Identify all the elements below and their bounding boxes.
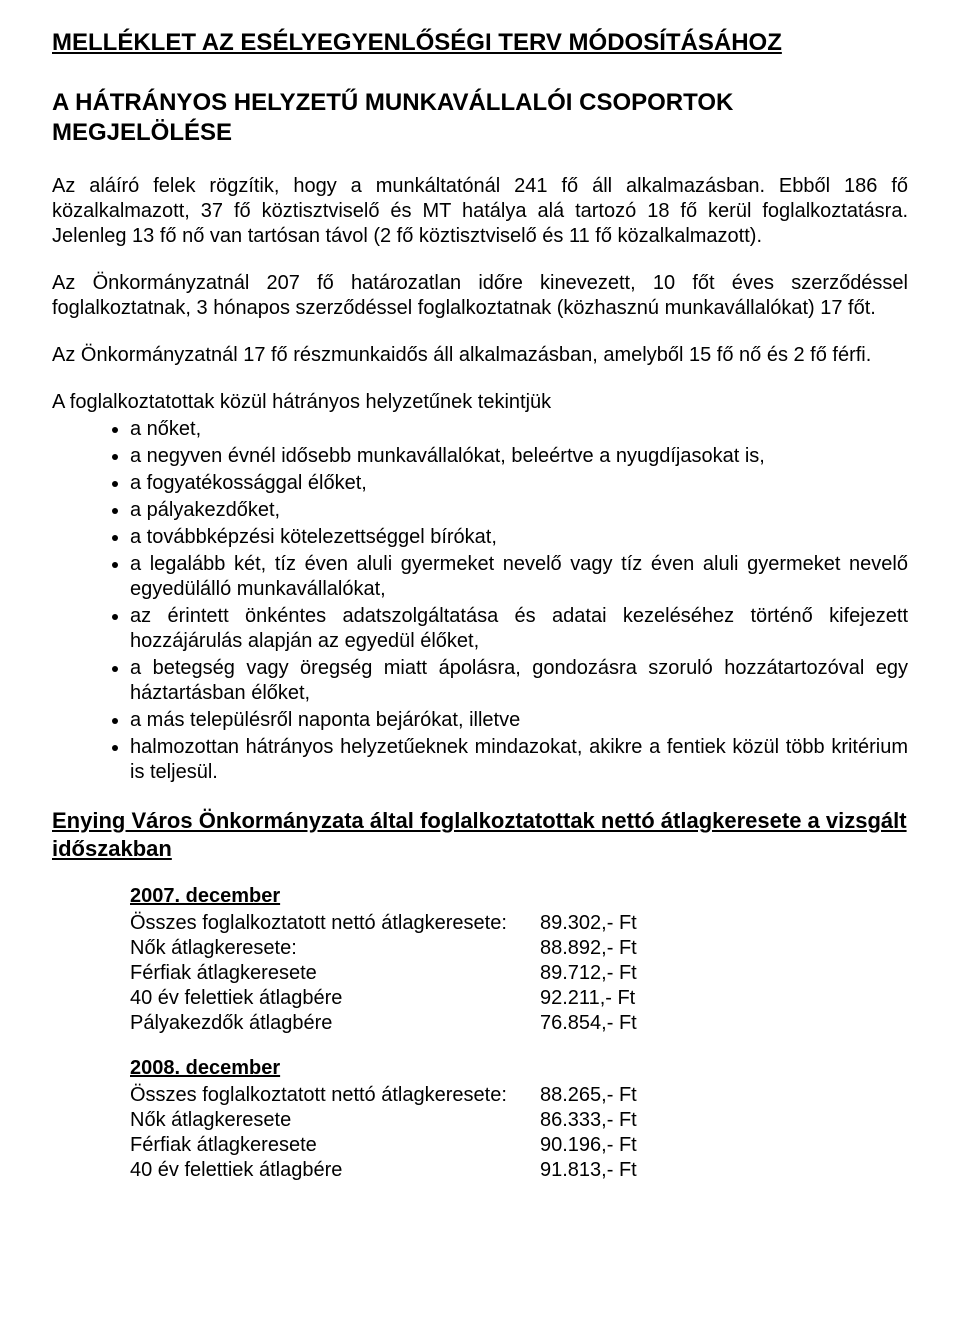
row-value: 91.813,- Ft: [540, 1158, 637, 1183]
table-row: Férfiak átlagkeresete 90.196,- Ft: [130, 1133, 908, 1158]
period-label: 2008. december: [130, 1056, 908, 1081]
row-label: 40 év felettiek átlagbére: [130, 986, 540, 1011]
row-value: 88.892,- Ft: [540, 936, 637, 961]
paragraph-1: Az aláíró felek rögzítik, hogy a munkált…: [52, 174, 908, 249]
period-block-2008: 2008. december Összes foglalkoztatott ne…: [130, 1056, 908, 1183]
list-item: a fogyatékossággal élőket,: [130, 471, 908, 496]
table-row: Nők átlagkeresete 86.333,- Ft: [130, 1108, 908, 1133]
table-row: 40 év felettiek átlagbére 92.211,- Ft: [130, 986, 908, 1011]
list-item: a negyven évnél idősebb munkavállalókat,…: [130, 444, 908, 469]
row-label: Pályakezdők átlagbére: [130, 1011, 540, 1036]
row-value: 88.265,- Ft: [540, 1083, 637, 1108]
list-item: az érintett önkéntes adatszolgáltatása é…: [130, 604, 908, 654]
row-value: 92.211,- Ft: [540, 986, 635, 1011]
table-row: Összes foglalkoztatott nettó átlagkerese…: [130, 1083, 908, 1108]
list-item: a legalább két, tíz éven aluli gyermeket…: [130, 552, 908, 602]
table-row: Pályakezdők átlagbére 76.854,- Ft: [130, 1011, 908, 1036]
document-subtitle: A HÁTRÁNYOS HELYZETŰ MUNKAVÁLLALÓI CSOPO…: [52, 88, 908, 148]
list-item: halmozottan hátrányos helyzetűeknek mind…: [130, 735, 908, 785]
list-item: a nőket,: [130, 417, 908, 442]
list-item: a továbbképzési kötelezettséggel bírókat…: [130, 525, 908, 550]
row-label: Nők átlagkeresete: [130, 1108, 540, 1133]
row-label: Férfiak átlagkeresete: [130, 1133, 540, 1158]
list-item: a más településről naponta bejárókat, il…: [130, 708, 908, 733]
period-label: 2007. december: [130, 884, 908, 909]
row-value: 89.712,- Ft: [540, 961, 637, 986]
row-label: 40 év felettiek átlagbére: [130, 1158, 540, 1183]
paragraph-3: Az Önkormányzatnál 17 fő részmunkaidős á…: [52, 343, 908, 368]
list-item: a pályakezdőket,: [130, 498, 908, 523]
table-row: Férfiak átlagkeresete 89.712,- Ft: [130, 961, 908, 986]
table-row: Összes foglalkoztatott nettó átlagkerese…: [130, 911, 908, 936]
row-value: 89.302,- Ft: [540, 911, 637, 936]
row-value: 86.333,- Ft: [540, 1108, 637, 1133]
row-label: Összes foglalkoztatott nettó átlagkerese…: [130, 1083, 540, 1108]
row-label: Férfiak átlagkeresete: [130, 961, 540, 986]
paragraph-2: Az Önkormányzatnál 207 fő határozatlan i…: [52, 271, 908, 321]
section-heading: Enying Város Önkormányzata által foglalk…: [52, 807, 908, 862]
document-title: MELLÉKLET AZ ESÉLYEGYENLŐSÉGI TERV MÓDOS…: [52, 28, 908, 58]
list-item: a betegség vagy öregség miatt ápolásra, …: [130, 656, 908, 706]
row-label: Összes foglalkoztatott nettó átlagkerese…: [130, 911, 540, 936]
row-label: Nők átlagkeresete:: [130, 936, 540, 961]
list-intro: A foglalkoztatottak közül hátrányos hely…: [52, 390, 908, 415]
row-value: 76.854,- Ft: [540, 1011, 637, 1036]
row-value: 90.196,- Ft: [540, 1133, 637, 1158]
period-block-2007: 2007. december Összes foglalkoztatott ne…: [130, 884, 908, 1036]
table-row: Nők átlagkeresete: 88.892,- Ft: [130, 936, 908, 961]
bullet-list: a nőket, a negyven évnél idősebb munkavá…: [52, 417, 908, 785]
table-row: 40 év felettiek átlagbére 91.813,- Ft: [130, 1158, 908, 1183]
